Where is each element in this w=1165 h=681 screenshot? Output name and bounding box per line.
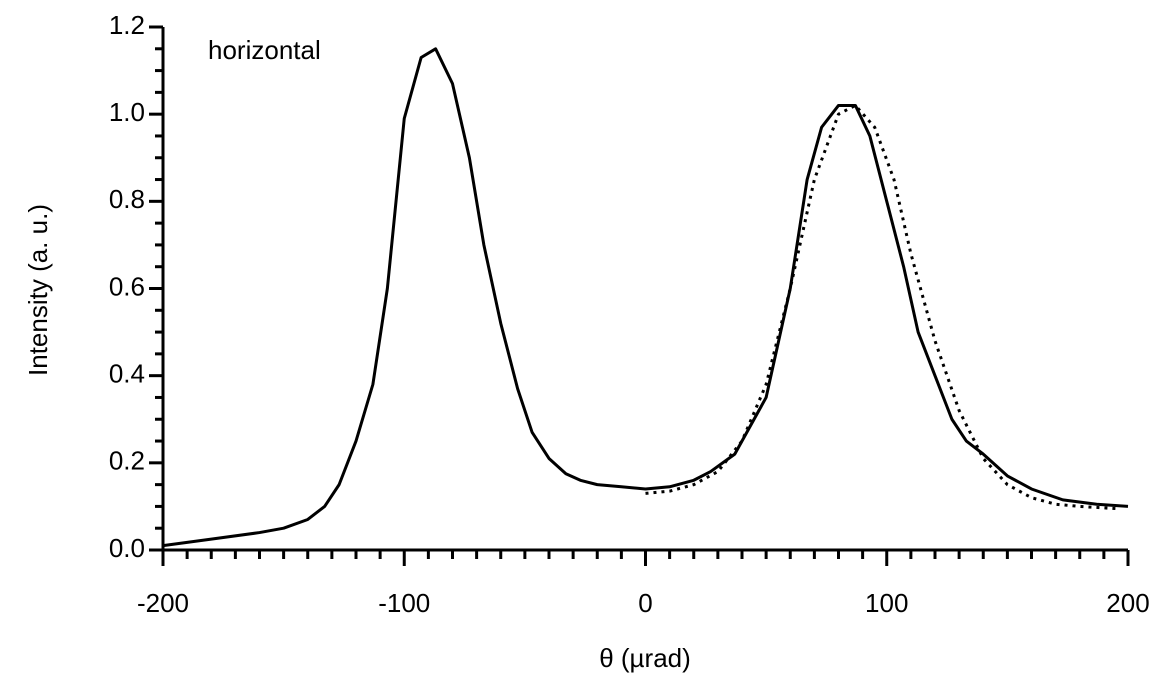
x-tick-label: 200 (1106, 588, 1149, 618)
x-tick-label: 100 (865, 588, 908, 618)
x-axis-label: θ (µrad) (599, 643, 691, 673)
data-line (162, 47, 1129, 548)
y-tick-label: 0.8 (109, 184, 145, 214)
x-tick-label: 0 (638, 588, 652, 618)
annotation: horizontal (208, 35, 321, 65)
y-tick-label: 0.2 (109, 446, 145, 476)
y-tick-label: 0.6 (109, 271, 145, 301)
y-tick-label: 1.2 (109, 10, 145, 40)
x-tick-label: -200 (137, 588, 189, 618)
y-tick-label: 1.0 (109, 97, 145, 127)
x-tick-label: -100 (378, 588, 430, 618)
y-tick-label: 0.4 (109, 359, 145, 389)
y-axis-label: Intensity (a. u.) (23, 204, 53, 376)
y-tick-label: 0.0 (109, 533, 145, 563)
data-line (645, 103, 1117, 511)
